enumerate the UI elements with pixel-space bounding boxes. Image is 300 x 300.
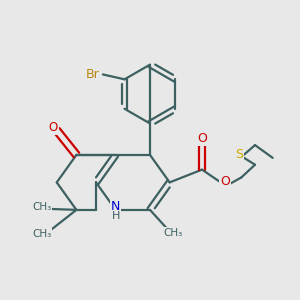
Text: CH₃: CH₃ bbox=[32, 229, 51, 239]
Text: N: N bbox=[111, 200, 120, 213]
Text: O: O bbox=[49, 121, 58, 134]
Text: CH₃: CH₃ bbox=[32, 202, 51, 212]
Text: CH₃: CH₃ bbox=[164, 228, 183, 238]
Text: H: H bbox=[112, 211, 120, 221]
Text: Br: Br bbox=[86, 68, 100, 81]
Text: S: S bbox=[235, 148, 243, 161]
Text: O: O bbox=[197, 132, 207, 145]
Text: O: O bbox=[220, 175, 230, 188]
